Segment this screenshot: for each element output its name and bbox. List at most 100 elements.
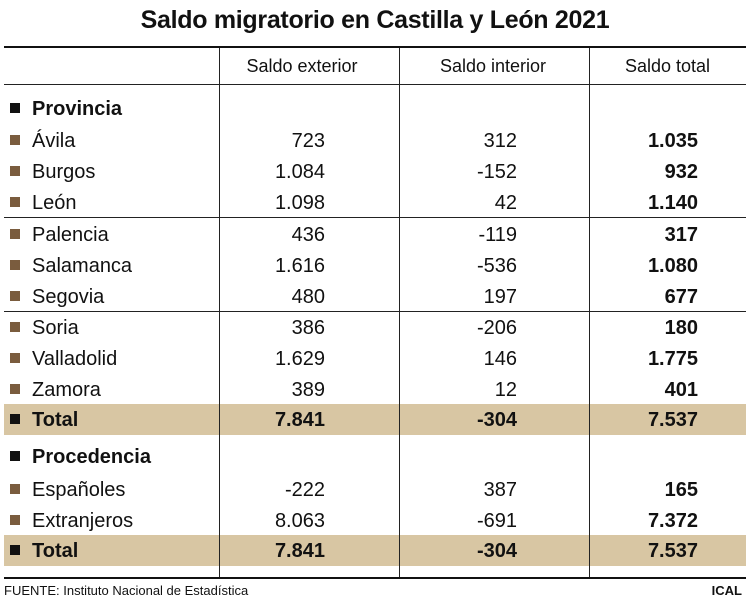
header-saldo-total: Saldo total bbox=[624, 56, 711, 76]
row-label: Palencia bbox=[32, 224, 109, 246]
cell-saldo-exterior: 389 bbox=[291, 379, 325, 401]
row-label: Total bbox=[32, 540, 79, 562]
table-row: Ávila 723 312 1.035 bbox=[4, 125, 746, 156]
cell-saldo-exterior: -222 bbox=[284, 479, 325, 501]
column-divider bbox=[399, 84, 400, 577]
cell-saldo-exterior: 1.629 bbox=[274, 348, 325, 370]
square-bullet-icon bbox=[10, 451, 20, 461]
cell-saldo-exterior: 1.098 bbox=[274, 192, 325, 214]
square-bullet-icon bbox=[10, 322, 20, 332]
row-label: Zamora bbox=[32, 379, 101, 401]
cell-saldo-total: 317 bbox=[664, 224, 698, 246]
row-label: Total bbox=[32, 409, 79, 431]
row-label: Españoles bbox=[32, 479, 126, 501]
row-label: Extranjeros bbox=[32, 510, 134, 532]
credit-label: ICAL bbox=[711, 583, 742, 598]
row-label: Valladolid bbox=[32, 348, 118, 370]
section-header-row: Provincia bbox=[4, 93, 746, 124]
cell-saldo-total: 1.775 bbox=[647, 348, 698, 370]
square-bullet-icon bbox=[10, 353, 20, 363]
cell-saldo-total: 1.035 bbox=[647, 130, 698, 152]
total-row: Total 7.841 -304 7.537 bbox=[4, 535, 746, 566]
column-divider bbox=[589, 84, 590, 577]
cell-saldo-total: 1.140 bbox=[647, 192, 698, 214]
square-bullet-icon bbox=[10, 229, 20, 239]
cell-saldo-exterior: 1.084 bbox=[274, 161, 325, 183]
table-row: Segovia 480 197 677 bbox=[4, 281, 746, 312]
cell-saldo-total: 165 bbox=[664, 479, 698, 501]
source-note: FUENTE: Instituto Nacional de Estadístic… bbox=[4, 583, 249, 598]
cell-saldo-total: 7.537 bbox=[647, 409, 698, 431]
row-label: Burgos bbox=[32, 161, 96, 183]
cell-saldo-total: 401 bbox=[664, 379, 698, 401]
group-rule bbox=[4, 311, 746, 312]
cell-saldo-interior: -691 bbox=[476, 510, 517, 532]
cell-saldo-interior: -304 bbox=[476, 409, 517, 431]
section-label: Procedencia bbox=[32, 446, 151, 468]
cell-saldo-total: 1.080 bbox=[647, 255, 698, 277]
cell-saldo-interior: 42 bbox=[494, 192, 517, 214]
cell-saldo-interior: -119 bbox=[478, 224, 517, 246]
row-label: Segovia bbox=[32, 286, 105, 308]
table-row: Extranjeros 8.063 -691 7.372 bbox=[4, 505, 746, 536]
cell-saldo-interior: -304 bbox=[476, 540, 517, 562]
total-row: Total 7.841 -304 7.537 bbox=[4, 404, 746, 435]
cell-saldo-interior: 387 bbox=[483, 479, 517, 501]
header-saldo-interior: Saldo interior bbox=[439, 56, 547, 76]
table-row: Soria 386 -206 180 bbox=[4, 312, 746, 343]
cell-saldo-exterior: 480 bbox=[291, 286, 325, 308]
cell-saldo-total: 7.537 bbox=[647, 540, 698, 562]
cell-saldo-total: 677 bbox=[664, 286, 698, 308]
table-row: Españoles -222 387 165 bbox=[4, 474, 746, 505]
square-bullet-icon bbox=[10, 166, 20, 176]
square-bullet-icon bbox=[10, 103, 20, 113]
cell-saldo-interior: -152 bbox=[476, 161, 517, 183]
square-bullet-icon bbox=[10, 384, 20, 394]
square-bullet-icon bbox=[10, 484, 20, 494]
cell-saldo-total: 7.372 bbox=[647, 510, 698, 532]
square-bullet-icon bbox=[10, 197, 20, 207]
cell-saldo-exterior: 7.841 bbox=[274, 540, 325, 562]
header-divider bbox=[589, 48, 590, 84]
header-divider bbox=[399, 48, 400, 84]
chart-title: Saldo migratorio en Castilla y León 2021 bbox=[140, 6, 610, 34]
row-label: Salamanca bbox=[32, 255, 133, 277]
square-bullet-icon bbox=[10, 135, 20, 145]
table-row: Salamanca 1.616 -536 1.080 bbox=[4, 250, 746, 281]
cell-saldo-total: 932 bbox=[664, 161, 698, 183]
header-rule bbox=[4, 84, 746, 85]
row-label: Soria bbox=[32, 317, 79, 339]
cell-saldo-exterior: 8.063 bbox=[274, 510, 325, 532]
cell-saldo-total: 180 bbox=[664, 317, 698, 339]
table-row: León 1.098 42 1.140 bbox=[4, 187, 746, 218]
cell-saldo-exterior: 386 bbox=[291, 317, 325, 339]
cell-saldo-interior: -206 bbox=[476, 317, 517, 339]
column-divider bbox=[219, 84, 220, 577]
cell-saldo-interior: 312 bbox=[483, 130, 517, 152]
cell-saldo-exterior: 436 bbox=[291, 224, 325, 246]
header-divider bbox=[219, 48, 220, 84]
table-row: Burgos 1.084 -152 932 bbox=[4, 156, 746, 187]
title-rule bbox=[4, 46, 746, 48]
square-bullet-icon bbox=[10, 414, 20, 424]
square-bullet-icon bbox=[10, 291, 20, 301]
cell-saldo-interior: 12 bbox=[494, 379, 517, 401]
cell-saldo-exterior: 1.616 bbox=[274, 255, 325, 277]
cell-saldo-interior: 146 bbox=[483, 348, 517, 370]
table-row: Palencia 436 -119 317 bbox=[4, 219, 746, 250]
cell-saldo-interior: -536 bbox=[476, 255, 517, 277]
cell-saldo-exterior: 7.841 bbox=[274, 409, 325, 431]
group-rule bbox=[4, 217, 746, 218]
cell-saldo-interior: 197 bbox=[483, 286, 517, 308]
row-label: León bbox=[32, 192, 77, 214]
section-label: Provincia bbox=[32, 98, 123, 120]
table-row: Valladolid 1.629 146 1.775 bbox=[4, 343, 746, 374]
cell-saldo-exterior: 723 bbox=[291, 130, 325, 152]
square-bullet-icon bbox=[10, 260, 20, 270]
section-header-row: Procedencia bbox=[4, 441, 746, 472]
square-bullet-icon bbox=[10, 545, 20, 555]
footer-rule bbox=[4, 577, 746, 579]
table-row: Zamora 389 12 401 bbox=[4, 374, 746, 405]
square-bullet-icon bbox=[10, 515, 20, 525]
header-saldo-exterior: Saldo exterior bbox=[246, 56, 358, 76]
